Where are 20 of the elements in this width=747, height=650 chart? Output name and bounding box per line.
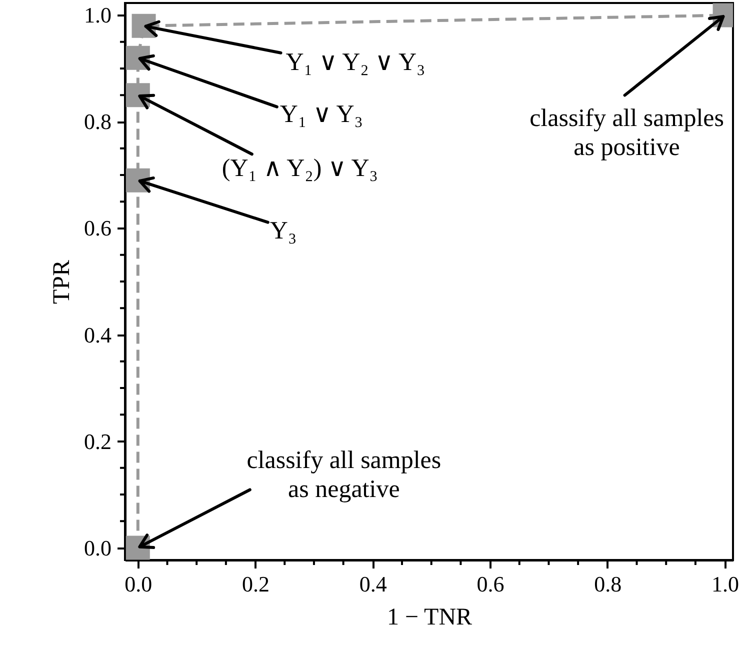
y-tick-label: 0.8 xyxy=(84,109,112,134)
x-tick-label: 0.2 xyxy=(242,572,270,596)
x-tick-label: 0.6 xyxy=(476,572,504,596)
annotation: Y₁ ∨ Y₃ xyxy=(280,100,364,128)
annotation: Y₃ xyxy=(270,217,297,244)
y-tick-label: 0.6 xyxy=(84,216,112,241)
x-tick-label: 0.8 xyxy=(594,572,622,596)
x-tick-label: 0.4 xyxy=(359,572,387,596)
y-tick-label: 0.4 xyxy=(84,322,112,348)
y-tick-label: 0.0 xyxy=(84,535,112,560)
y-tick-label: 0.2 xyxy=(84,428,112,454)
x-tick-label: 1.0 xyxy=(712,572,740,596)
y-axis-title: TPR xyxy=(49,260,75,304)
annotation: Y₁ ∨ Y₂ ∨ Y₃ xyxy=(286,48,426,76)
annotation: classify all samples as negative xyxy=(246,446,442,503)
annotation: classify all samples as positive xyxy=(530,105,724,162)
x-tick-label: 0.0 xyxy=(124,572,152,596)
x-axis-title: 1 − TNR xyxy=(386,604,472,630)
annotation: (Y₁ ∧ Y₂) ∨ Y₃ xyxy=(222,155,378,182)
y-tick-label: 1.0 xyxy=(84,2,112,28)
